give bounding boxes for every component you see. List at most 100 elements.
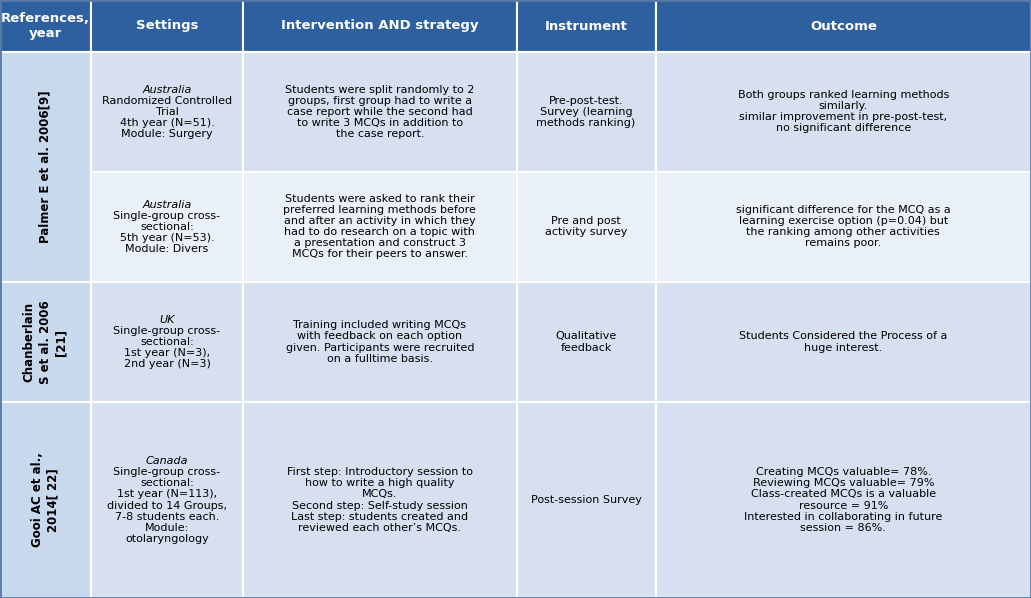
Text: 2nd year (N=3): 2nd year (N=3) — [124, 359, 210, 369]
Text: Pre and post: Pre and post — [552, 216, 621, 226]
Text: and after an activity in which they: and after an activity in which they — [285, 216, 475, 226]
Text: Reviewing MCQs valuable= 79%: Reviewing MCQs valuable= 79% — [753, 478, 934, 489]
Text: sectional:: sectional: — [140, 478, 194, 489]
Bar — [0, 0, 91, 52]
Bar — [656, 172, 1031, 282]
Bar — [91, 172, 243, 282]
Text: Class-created MCQs is a valuable: Class-created MCQs is a valuable — [751, 490, 936, 499]
Text: preferred learning methods before: preferred learning methods before — [284, 205, 476, 215]
Bar — [91, 402, 243, 598]
Bar — [243, 172, 517, 282]
Text: resource = 91%: resource = 91% — [799, 501, 888, 511]
Text: Outcome: Outcome — [810, 20, 876, 32]
Text: References,
year: References, year — [1, 11, 90, 41]
Text: on a fulltime basis.: on a fulltime basis. — [327, 353, 433, 364]
Text: MCQs.: MCQs. — [362, 490, 398, 499]
Text: Training included writing MCQs: Training included writing MCQs — [294, 321, 466, 331]
Text: Single-group cross-: Single-group cross- — [113, 468, 221, 477]
Text: Palmer E et al. 2006[9]: Palmer E et al. 2006[9] — [39, 91, 52, 243]
Text: reviewed each other’s MCQs.: reviewed each other’s MCQs. — [298, 523, 462, 533]
Text: UK: UK — [160, 315, 174, 325]
Text: given. Participants were recruited: given. Participants were recruited — [286, 343, 474, 352]
Bar — [0, 402, 91, 598]
Text: Last step: students created and: Last step: students created and — [292, 511, 468, 521]
Text: no significant difference: no significant difference — [775, 123, 911, 133]
Bar — [517, 172, 656, 282]
Text: learning exercise option (p=0.04) but: learning exercise option (p=0.04) but — [739, 216, 947, 226]
Text: Post-session Survey: Post-session Survey — [531, 495, 641, 505]
Text: significant difference for the MCQ as a: significant difference for the MCQ as a — [736, 205, 951, 215]
Text: Students Considered the Process of a: Students Considered the Process of a — [739, 331, 947, 341]
Text: Settings: Settings — [136, 20, 198, 32]
Text: Both groups ranked learning methods: Both groups ranked learning methods — [737, 90, 950, 100]
Text: sectional:: sectional: — [140, 337, 194, 347]
Text: methods ranking): methods ranking) — [536, 118, 636, 128]
Text: Students were split randomly to 2: Students were split randomly to 2 — [286, 85, 474, 94]
Text: session = 86%.: session = 86%. — [800, 523, 887, 533]
Bar — [656, 402, 1031, 598]
Text: otolaryngology: otolaryngology — [125, 533, 209, 544]
Text: 5th year (N=53).: 5th year (N=53). — [120, 233, 214, 243]
Text: Qualitative: Qualitative — [556, 331, 617, 341]
Bar — [0, 52, 91, 282]
Bar — [0, 282, 91, 402]
Text: Single-group cross-: Single-group cross- — [113, 210, 221, 221]
Bar — [517, 402, 656, 598]
Text: remains poor.: remains poor. — [805, 239, 882, 248]
Text: 7-8 students each.: 7-8 students each. — [114, 511, 220, 521]
Text: Australia: Australia — [142, 200, 192, 210]
Text: Module: Surgery: Module: Surgery — [122, 129, 212, 139]
Text: divided to 14 Groups,: divided to 14 Groups, — [107, 501, 227, 511]
Text: sectional:: sectional: — [140, 222, 194, 232]
Bar — [243, 0, 517, 52]
Text: Survey (learning: Survey (learning — [540, 107, 632, 117]
Bar — [243, 52, 517, 172]
Bar — [517, 0, 656, 52]
Text: the ranking among other activities: the ranking among other activities — [746, 227, 940, 237]
Text: Gooi AC et al.,
2014[ 22]: Gooi AC et al., 2014[ 22] — [31, 453, 60, 547]
Text: Module: Divers: Module: Divers — [126, 244, 208, 254]
Bar — [656, 52, 1031, 172]
Text: huge interest.: huge interest. — [804, 343, 883, 352]
Text: Canada: Canada — [145, 456, 189, 466]
Text: Australia: Australia — [142, 85, 192, 94]
Text: MCQs for their peers to answer.: MCQs for their peers to answer. — [292, 249, 468, 260]
Text: Pre-post-test.: Pre-post-test. — [548, 96, 624, 106]
Text: Creating MCQs valuable= 78%.: Creating MCQs valuable= 78%. — [756, 468, 931, 477]
Text: Instrument: Instrument — [544, 20, 628, 32]
Bar — [91, 0, 243, 52]
Text: Single-group cross-: Single-group cross- — [113, 326, 221, 336]
Bar — [517, 282, 656, 402]
Text: case report while the second had: case report while the second had — [287, 107, 473, 117]
Text: 4th year (N=51).: 4th year (N=51). — [120, 118, 214, 128]
Text: feedback: feedback — [561, 343, 611, 352]
Text: how to write a high quality: how to write a high quality — [305, 478, 455, 489]
Text: similarly.: similarly. — [819, 101, 868, 111]
Text: Intervention AND strategy: Intervention AND strategy — [281, 20, 478, 32]
Bar — [656, 282, 1031, 402]
Text: Interested in collaborating in future: Interested in collaborating in future — [744, 511, 942, 521]
Bar — [91, 52, 243, 172]
Bar — [91, 282, 243, 402]
Text: 1st year (N=3),: 1st year (N=3), — [124, 348, 210, 358]
Text: groups, first group had to write a: groups, first group had to write a — [288, 96, 472, 106]
Text: Chanberlain
S et al. 2006
[21]: Chanberlain S et al. 2006 [21] — [23, 300, 68, 384]
Text: Trial: Trial — [156, 107, 178, 117]
Text: Second step: Self-study session: Second step: Self-study session — [292, 501, 468, 511]
Text: similar improvement in pre-post-test,: similar improvement in pre-post-test, — [739, 112, 947, 123]
Bar — [243, 282, 517, 402]
Text: Randomized Controlled: Randomized Controlled — [102, 96, 232, 106]
Text: a presentation and construct 3: a presentation and construct 3 — [294, 239, 466, 248]
Text: to write 3 MCQs in addition to: to write 3 MCQs in addition to — [297, 118, 463, 128]
Text: 1st year (N=113),: 1st year (N=113), — [117, 490, 218, 499]
Text: activity survey: activity survey — [545, 227, 627, 237]
Text: the case report.: the case report. — [336, 129, 424, 139]
Text: Module:: Module: — [145, 523, 189, 533]
Text: with feedback on each option: with feedback on each option — [297, 331, 463, 341]
Text: Students were asked to rank their: Students were asked to rank their — [285, 194, 475, 204]
Bar — [243, 402, 517, 598]
Text: First step: Introductory session to: First step: Introductory session to — [287, 468, 473, 477]
Bar — [517, 52, 656, 172]
Bar — [656, 0, 1031, 52]
Text: had to do research on a topic with: had to do research on a topic with — [285, 227, 475, 237]
